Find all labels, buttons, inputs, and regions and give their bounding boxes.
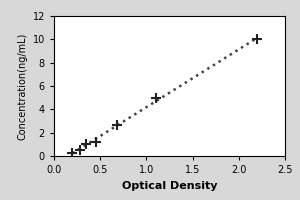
Y-axis label: Concentration(ng/mL): Concentration(ng/mL) [17, 32, 27, 140]
X-axis label: Optical Density: Optical Density [122, 181, 217, 191]
